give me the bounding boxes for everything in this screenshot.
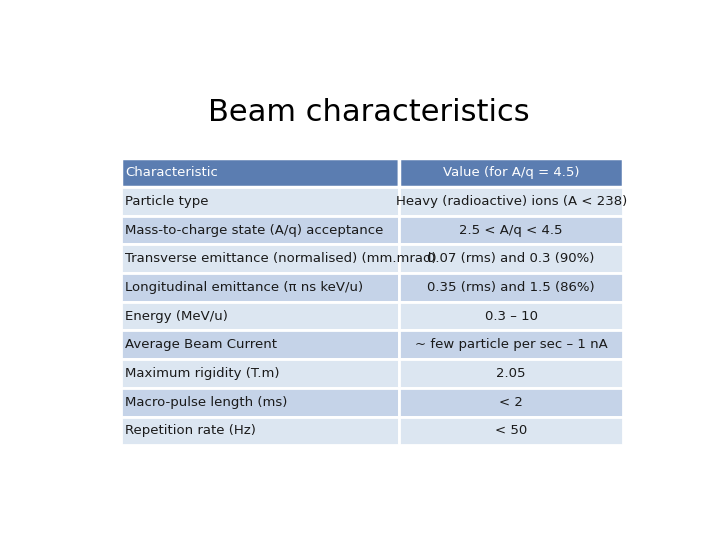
Text: < 2: < 2 xyxy=(499,396,523,409)
Bar xyxy=(400,187,623,216)
Bar xyxy=(121,359,400,388)
Bar xyxy=(121,273,400,302)
Text: Repetition rate (Hz): Repetition rate (Hz) xyxy=(125,424,256,437)
Text: < 50: < 50 xyxy=(495,424,527,437)
Text: Particle type: Particle type xyxy=(125,195,209,208)
Text: Value (for A/q = 4.5): Value (for A/q = 4.5) xyxy=(443,166,580,179)
Text: Mass-to-charge state (A/q) acceptance: Mass-to-charge state (A/q) acceptance xyxy=(125,224,384,237)
Text: Heavy (radioactive) ions (A < 238): Heavy (radioactive) ions (A < 238) xyxy=(395,195,627,208)
Text: 0.07 (rms) and 0.3 (90%): 0.07 (rms) and 0.3 (90%) xyxy=(428,252,595,265)
Text: 2.5 < A/q < 4.5: 2.5 < A/q < 4.5 xyxy=(459,224,563,237)
Bar xyxy=(400,302,623,330)
Bar xyxy=(121,388,400,416)
Text: ~ few particle per sec – 1 nA: ~ few particle per sec – 1 nA xyxy=(415,339,608,352)
Bar xyxy=(121,416,400,446)
Bar xyxy=(121,216,400,245)
Bar xyxy=(400,330,623,359)
Bar xyxy=(121,302,400,330)
Text: 0.3 – 10: 0.3 – 10 xyxy=(485,309,538,323)
Text: Macro-pulse length (ms): Macro-pulse length (ms) xyxy=(125,396,287,409)
Text: 2.05: 2.05 xyxy=(496,367,526,380)
Bar xyxy=(400,416,623,446)
Bar xyxy=(400,245,623,273)
Text: Energy (MeV/u): Energy (MeV/u) xyxy=(125,309,228,323)
Text: Maximum rigidity (T.m): Maximum rigidity (T.m) xyxy=(125,367,279,380)
Bar xyxy=(121,158,400,187)
Bar xyxy=(121,245,400,273)
Bar xyxy=(121,330,400,359)
Bar xyxy=(400,216,623,245)
Text: Longitudinal emittance (π ns keV/u): Longitudinal emittance (π ns keV/u) xyxy=(125,281,364,294)
Bar xyxy=(400,388,623,416)
Text: 0.35 (rms) and 1.5 (86%): 0.35 (rms) and 1.5 (86%) xyxy=(428,281,595,294)
Text: Average Beam Current: Average Beam Current xyxy=(125,339,277,352)
Bar xyxy=(400,273,623,302)
Text: Transverse emittance (normalised) (mm.mrad): Transverse emittance (normalised) (mm.mr… xyxy=(125,252,437,265)
Text: Characteristic: Characteristic xyxy=(125,166,218,179)
Bar xyxy=(400,359,623,388)
Bar xyxy=(400,158,623,187)
Text: Beam characteristics: Beam characteristics xyxy=(208,98,530,127)
Bar xyxy=(121,187,400,216)
